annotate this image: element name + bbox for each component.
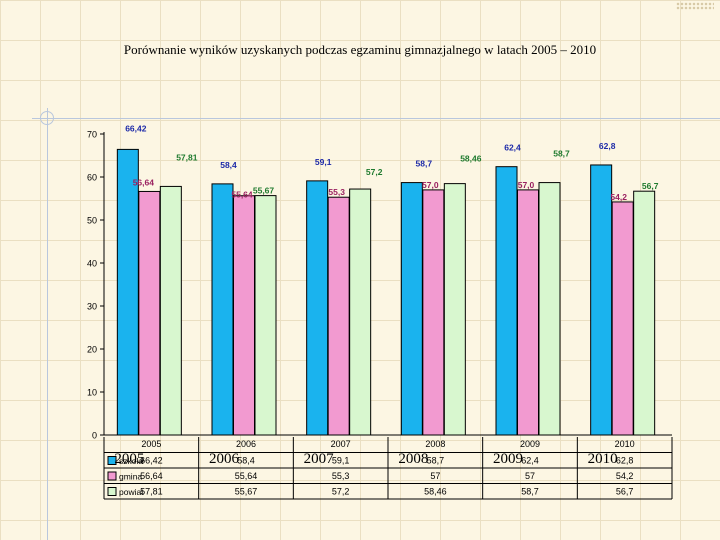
y-tick-label: 10 (87, 388, 97, 398)
category-overlay-label: 2007 (304, 451, 335, 467)
bar-gmina (611, 201, 634, 436)
y-tick-label: 70 (87, 130, 97, 140)
value-label: 55,3 (328, 187, 345, 197)
table-cell: 62,4 (521, 456, 539, 466)
value-label: 56,64 (133, 177, 155, 187)
bar-szkola (116, 148, 139, 436)
legend-label-szkola: szkoła (119, 456, 143, 466)
value-label: 57,0 (518, 180, 535, 190)
bar-szkola (495, 166, 518, 436)
table-cell: 57 (430, 471, 440, 481)
legend-swatch-powiat (107, 487, 117, 496)
category-overlay-label: 2006 (209, 451, 240, 467)
table-cell: 59,1 (332, 456, 350, 466)
category-overlay-label: 2005 (114, 451, 144, 467)
value-label: 55,67 (253, 186, 275, 196)
table-cell: 58,46 (424, 487, 447, 497)
table-cell: 58,7 (521, 487, 539, 497)
table-cell: 58,7 (427, 456, 445, 466)
bar-szkola (211, 183, 234, 436)
value-label: 62,8 (599, 141, 616, 151)
decor-horizontal-line (32, 118, 720, 119)
value-label: 55,64 (231, 190, 253, 200)
x-tick-label: 2007 (331, 439, 351, 449)
bar-szkola (400, 182, 423, 436)
y-tick-label: 20 (87, 345, 97, 355)
bar-powiat (538, 182, 561, 436)
table-cell: 54,2 (616, 471, 634, 481)
bar-gmina (233, 195, 255, 436)
value-label: 58,7 (553, 149, 570, 159)
table-cell: 58,4 (237, 456, 255, 466)
value-label: 62,4 (504, 143, 521, 153)
value-label: 57,0 (422, 180, 439, 190)
bar-gmina (422, 189, 445, 436)
y-tick-label: 60 (87, 173, 97, 183)
table-cell: 56,7 (616, 487, 634, 497)
value-label: 57,2 (366, 167, 383, 177)
x-tick-label: 2006 (236, 439, 256, 449)
bar-szkola (306, 180, 329, 436)
bar-powiat (159, 185, 182, 436)
table-cell: 57,81 (140, 487, 163, 497)
bar-powiat (633, 190, 656, 436)
y-tick-label: 50 (87, 216, 97, 226)
value-label: 58,7 (416, 159, 433, 169)
bar-szkola (590, 164, 613, 436)
table-cell: 55,64 (235, 471, 258, 481)
legend-label-powiat: powiat (119, 487, 144, 497)
category-overlay-label: 2008 (398, 451, 428, 467)
value-label: 57,81 (176, 152, 198, 162)
value-label: 59,1 (315, 157, 332, 167)
table-cell: 66,42 (140, 456, 163, 466)
bar-powiat (349, 188, 372, 436)
legend-label-gmina: gmina (119, 472, 142, 482)
table-cell: 62,8 (616, 456, 634, 466)
value-label: 58,46 (460, 154, 482, 164)
category-overlay-label: 2009 (493, 451, 523, 467)
table-cell: 57,2 (332, 487, 350, 497)
table-cell: 56,64 (140, 471, 163, 481)
legend-swatch-gmina (107, 471, 117, 481)
x-tick-label: 2009 (520, 439, 540, 449)
bar-powiat (254, 195, 277, 436)
table-cell: 55,67 (235, 487, 258, 497)
bar-gmina (517, 189, 539, 436)
category-overlay-label: 2010 (588, 451, 618, 467)
legend-swatch-szkola (107, 456, 117, 465)
value-label: 66,42 (125, 123, 147, 133)
bar-gmina (327, 196, 350, 436)
y-tick-label: 0 (92, 431, 97, 441)
value-label: 54,2 (610, 192, 627, 202)
y-tick-label: 40 (87, 259, 97, 269)
x-tick-label: 2008 (425, 439, 445, 449)
x-tick-label: 2005 (141, 439, 161, 449)
decor-dots (676, 2, 714, 10)
value-label: 58,4 (220, 160, 237, 170)
bar-powiat (443, 183, 466, 436)
x-tick-label: 2010 (615, 439, 635, 449)
table-cell: 57 (525, 471, 535, 481)
bar-gmina (138, 190, 161, 436)
decor-vertical-line (47, 108, 48, 540)
table-cell: 55,3 (332, 471, 350, 481)
y-tick-label: 30 (87, 302, 97, 312)
value-label: 56,7 (642, 181, 659, 191)
slide-title: Porównanie wyników uzyskanych podczas eg… (123, 42, 597, 57)
decor-circle (40, 111, 54, 125)
